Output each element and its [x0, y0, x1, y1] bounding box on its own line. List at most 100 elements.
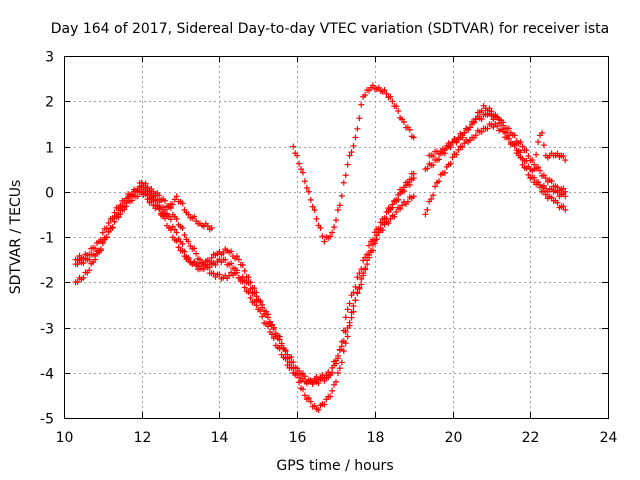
data-point-plus: [179, 200, 186, 207]
data-point-plus: [435, 178, 442, 185]
data-point-plus: [525, 171, 532, 178]
data-point-plus: [428, 196, 435, 203]
y-axis-ticks: -5 -4 -3 -2 -1 0 1 2 3: [40, 50, 608, 428]
data-point-plus: [334, 206, 341, 213]
data-point-plus: [435, 150, 442, 157]
data-point-plus: [111, 209, 118, 216]
data-point-plus: [218, 259, 225, 266]
x-tick-label: 22: [522, 430, 540, 446]
data-point-plus: [519, 143, 526, 150]
y-tick-label: -4: [40, 367, 54, 383]
data-point-plus: [183, 236, 190, 243]
data-point-plus: [296, 379, 303, 386]
data-point-plus: [129, 197, 135, 204]
data-point-plus: [136, 180, 143, 187]
data-point-plus: [148, 186, 155, 193]
x-tick-label: 18: [367, 430, 385, 446]
y-tick-label: 1: [45, 141, 54, 157]
data-point-plus: [494, 123, 501, 130]
data-point-plus: [342, 172, 349, 179]
data-point-plus: [525, 152, 532, 159]
data-point-plus: [552, 183, 559, 190]
data-point-plus: [422, 211, 429, 218]
data-point-plus: [123, 200, 130, 207]
data-point-plus: [441, 169, 448, 176]
data-point-plus: [148, 198, 155, 205]
data-point-plus: [540, 188, 547, 195]
data-point-plus: [305, 188, 312, 195]
data-point-plus: [548, 150, 555, 157]
data-point-plus: [185, 254, 192, 261]
x-tick-label: 24: [600, 430, 618, 446]
data-point-plus: [94, 240, 101, 247]
data-point-plus: [459, 132, 466, 139]
data-point-plus: [109, 215, 116, 222]
data-point-plus: [121, 204, 128, 211]
data-point-plus: [393, 208, 400, 215]
data-point-plus: [74, 278, 81, 285]
y-tick-label: -5: [40, 412, 54, 428]
data-point-plus: [233, 269, 240, 276]
data-point-plus: [268, 322, 275, 329]
data-point-plus: [179, 247, 186, 254]
data-point-plus: [333, 378, 339, 385]
data-point-plus: [171, 213, 178, 220]
data-point-plus: [204, 264, 211, 271]
data-point-plus: [154, 203, 161, 210]
data-point-plus: [362, 92, 369, 99]
data-point-plus: [278, 342, 285, 349]
data-point-plus: [517, 139, 524, 146]
data-point-plus: [404, 198, 411, 205]
data-point-plus: [333, 360, 339, 367]
data-point-plus: [560, 185, 567, 192]
data-point-plus: [424, 206, 431, 213]
data-point-plus: [478, 128, 485, 135]
data-point-plus: [354, 125, 361, 132]
data-point-plus: [251, 298, 258, 305]
data-point-plus: [218, 275, 225, 282]
data-point-plus: [432, 183, 439, 190]
data-point-plus: [276, 336, 283, 343]
data-point-plus: [366, 252, 373, 259]
data-point-plus: [389, 98, 396, 105]
data-point-plus: [542, 191, 549, 198]
x-axis-label: GPS time / hours: [276, 458, 393, 474]
data-point-plus: [494, 113, 501, 120]
data-point-plus: [334, 355, 341, 362]
data-point-plus: [484, 125, 491, 132]
data-point-plus: [385, 94, 392, 101]
data-point-plus: [323, 372, 330, 379]
data-point-plus: [525, 163, 532, 170]
data-point-plus: [156, 206, 163, 213]
data-point-plus: [366, 242, 373, 249]
data-point-plus: [82, 255, 89, 262]
data-point-plus: [327, 393, 334, 400]
data-point-plus: [513, 147, 520, 154]
data-point-plus: [90, 259, 97, 266]
data-point-plus: [181, 232, 188, 239]
data-point-plus: [447, 160, 454, 167]
data-point-plus: [175, 244, 182, 251]
x-tick-label: 20: [445, 430, 463, 446]
data-point-plus: [160, 208, 167, 215]
data-point-plus: [195, 255, 202, 262]
data-point-plus: [336, 346, 343, 353]
data-point-plus: [307, 196, 314, 203]
data-point-plus: [533, 151, 540, 158]
data-point-plus: [336, 202, 343, 209]
data-point-plus: [453, 138, 460, 145]
data-point-plus: [305, 394, 312, 401]
data-point-plus: [235, 256, 242, 263]
data-point-plus: [336, 365, 343, 372]
data-point-plus: [511, 141, 518, 148]
data-point-plus: [523, 147, 530, 154]
data-point-plus: [478, 107, 485, 114]
data-point-plus: [360, 270, 367, 277]
data-point-plus: [401, 188, 407, 195]
data-point-plus: [265, 323, 271, 330]
data-point-plus: [490, 123, 497, 130]
data-point-plus: [406, 126, 413, 133]
data-point-plus: [296, 368, 303, 375]
data-point-plus: [435, 156, 442, 163]
